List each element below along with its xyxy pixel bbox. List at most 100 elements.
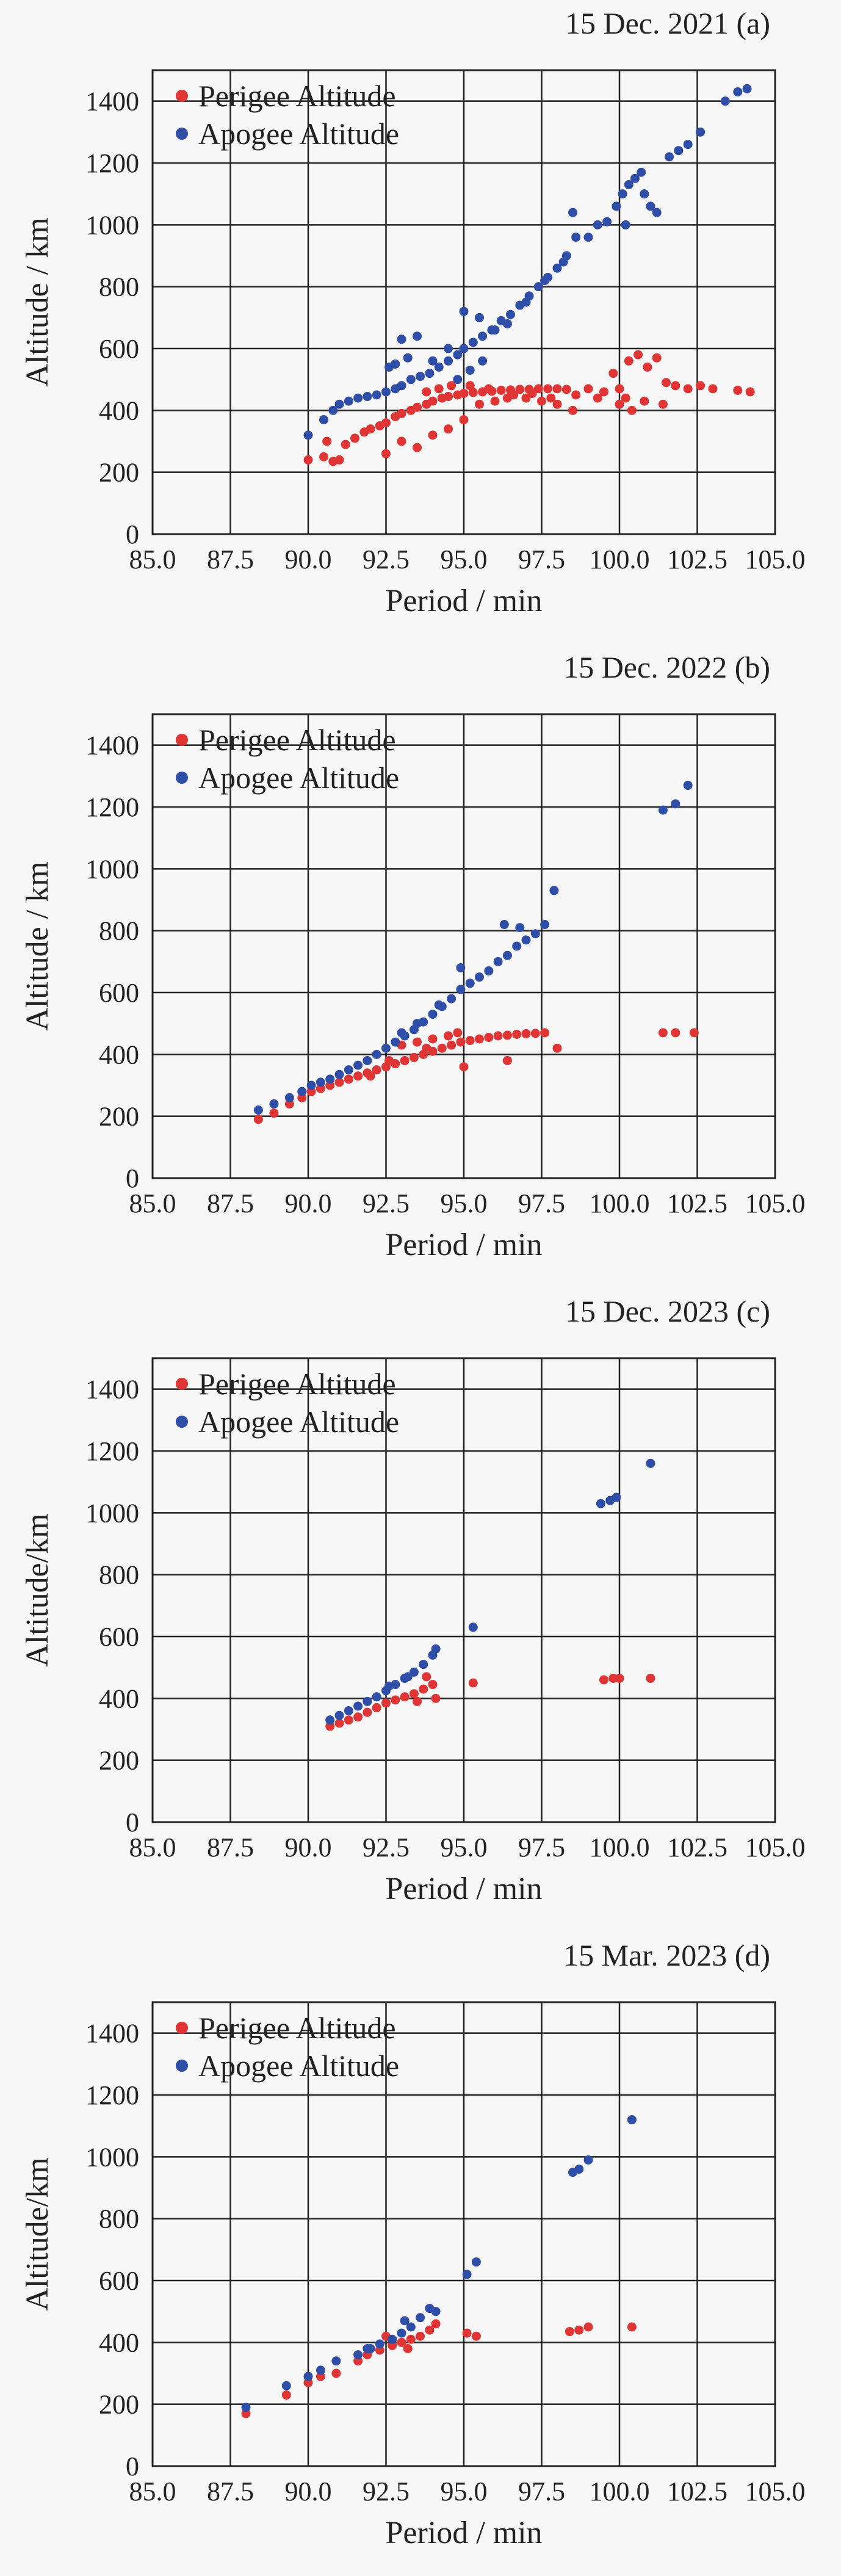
data-point — [565, 2327, 574, 2337]
data-point — [428, 1034, 438, 1044]
data-point — [646, 1673, 655, 1683]
data-point — [453, 350, 463, 360]
y-tick-label: 200 — [99, 2390, 139, 2420]
data-point — [413, 402, 422, 412]
data-point — [444, 424, 453, 434]
data-point — [416, 2313, 425, 2323]
data-point — [303, 2372, 313, 2381]
y-tick-label: 800 — [99, 2204, 139, 2234]
data-point — [366, 1071, 375, 1081]
data-point — [475, 313, 484, 322]
data-point — [465, 365, 475, 375]
data-point — [568, 405, 577, 415]
x-tick-label: 90.0 — [285, 2477, 332, 2506]
data-point — [630, 173, 640, 183]
data-point — [745, 387, 755, 397]
legend: Perigee Altitude Apogee Altitude — [176, 2011, 399, 2083]
data-point — [403, 353, 413, 363]
data-point — [397, 1028, 406, 1038]
x-tick-label: 97.5 — [518, 545, 565, 574]
y-tick-label: 1200 — [85, 1436, 139, 1466]
data-point — [665, 152, 674, 162]
data-point — [372, 390, 381, 400]
data-point — [422, 387, 431, 397]
x-tick-label: 87.5 — [207, 545, 254, 574]
data-point — [574, 2165, 584, 2174]
x-tick-label: 92.5 — [363, 545, 410, 574]
data-point — [425, 2325, 435, 2335]
legend-label: Apogee Altitude — [198, 1405, 399, 1439]
data-point — [241, 2403, 251, 2412]
data-point — [353, 393, 363, 403]
data-point — [372, 1065, 381, 1075]
data-point — [509, 390, 519, 400]
data-point — [627, 405, 637, 415]
data-point — [406, 375, 416, 385]
legend-marker — [176, 1378, 188, 1390]
data-point — [478, 331, 488, 341]
data-point — [530, 1029, 540, 1038]
data-point — [419, 1684, 428, 1694]
data-point — [319, 452, 328, 461]
data-point — [490, 325, 500, 335]
data-point — [319, 415, 328, 425]
data-point — [334, 1710, 344, 1720]
data-point — [574, 2325, 584, 2335]
y-axis-label: Altitude / km — [20, 217, 55, 386]
x-tick-label: 102.5 — [667, 2477, 727, 2506]
data-point — [652, 208, 662, 217]
x-tick-label: 92.5 — [363, 2477, 410, 2506]
data-point — [512, 1029, 522, 1039]
data-point — [303, 455, 313, 465]
data-point — [475, 399, 484, 409]
legend: Perigee Altitude Apogee Altitude — [176, 1367, 399, 1439]
data-point — [431, 2307, 441, 2317]
scatter-chart-2: 85.0 87.5 90.0 92.5 95.0 97.5 100.0 102.5 105.0 0… — [20, 1294, 806, 1906]
data-point — [599, 387, 608, 397]
data-point — [478, 356, 488, 366]
data-point — [269, 1109, 279, 1118]
data-point — [521, 393, 531, 403]
y-tick-label: 0 — [126, 2451, 139, 2481]
data-point — [652, 353, 662, 363]
data-point — [400, 1055, 410, 1065]
y-axis-label: Altitude/km — [20, 2157, 55, 2310]
data-point — [397, 335, 406, 344]
data-point — [633, 350, 643, 360]
x-tick-label: 92.5 — [363, 1833, 410, 1862]
y-tick-label: 1200 — [85, 148, 139, 178]
y-tick-label: 1400 — [85, 87, 139, 117]
data-point — [344, 1706, 353, 1716]
data-point — [388, 2334, 397, 2344]
data-point — [344, 1074, 353, 1084]
data-point — [403, 2343, 413, 2353]
data-point — [689, 1028, 699, 1038]
data-point — [637, 167, 646, 177]
data-point — [646, 1458, 655, 1468]
data-point — [284, 1093, 294, 1102]
data-point — [413, 331, 422, 341]
data-point — [428, 396, 438, 406]
x-tick-label: 87.5 — [207, 1833, 254, 1862]
data-point — [297, 1087, 307, 1096]
data-point — [344, 1065, 353, 1075]
panel-title: 15 Dec. 2022 (b) — [563, 650, 770, 684]
data-point — [397, 436, 406, 446]
data-point — [596, 1499, 605, 1508]
x-tick-label: 102.5 — [667, 1833, 727, 1862]
data-point — [612, 201, 621, 211]
panel-title: 15 Dec. 2023 (c) — [565, 1294, 770, 1328]
data-point — [671, 1028, 680, 1038]
x-axis-label: Period / min — [385, 1872, 542, 1906]
series-apogee — [303, 84, 752, 440]
x-tick-label: 100.0 — [590, 545, 650, 574]
series-perigee — [253, 1028, 699, 1124]
data-point — [331, 2356, 341, 2366]
data-point — [409, 1052, 419, 1062]
data-point — [646, 201, 655, 211]
data-point — [583, 384, 593, 394]
data-point — [621, 393, 630, 403]
data-point — [363, 392, 372, 402]
data-point — [490, 396, 500, 406]
